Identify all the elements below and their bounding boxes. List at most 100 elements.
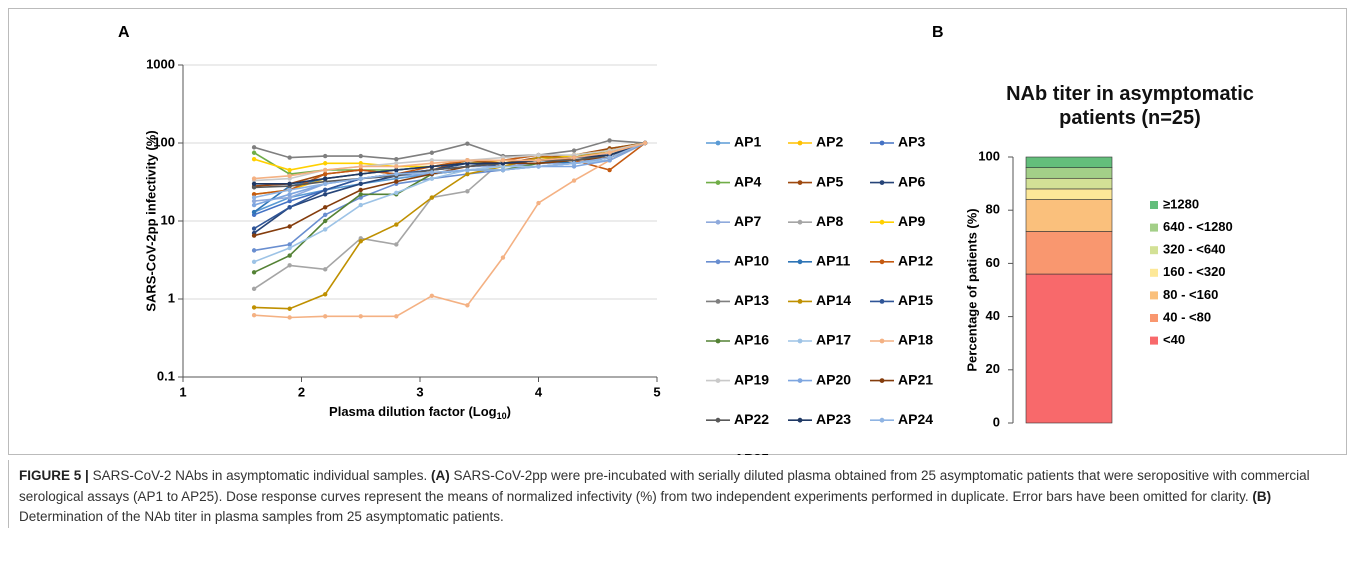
data-point: [251, 259, 257, 264]
legend-label: <40: [1163, 332, 1185, 347]
legend-label: AP23: [816, 411, 851, 427]
data-point: [571, 148, 577, 153]
bar-segment: [1025, 273, 1113, 424]
data-point: [323, 192, 328, 197]
legend-dot: [715, 140, 721, 146]
caption-a-label: (A): [430, 468, 450, 483]
data-point: [536, 164, 541, 169]
data-point: [358, 239, 363, 244]
bar-segment: [1025, 177, 1113, 190]
data-point: [358, 161, 363, 166]
data-point: [287, 306, 292, 311]
legend-label: AP1: [734, 134, 761, 150]
data-point: [323, 176, 328, 181]
data-point: [287, 315, 292, 320]
legend-swatch: [1150, 201, 1158, 209]
data-point: [465, 164, 470, 169]
data-point: [607, 155, 612, 160]
legend-label: AP9: [898, 213, 925, 229]
chart-title: NAb titer in asymptomatic patients (n=25…: [1006, 83, 1254, 129]
data-point: [429, 176, 435, 181]
legend-dot: [715, 338, 721, 344]
data-point: [251, 202, 257, 208]
legend-label: ≥1280: [1163, 196, 1199, 211]
data-point: [287, 167, 292, 173]
data-point: [465, 189, 470, 194]
data-point: [251, 150, 257, 155]
legend-label: AP12: [898, 253, 933, 269]
data-point: [323, 167, 328, 173]
caption-b-label: (B): [1252, 488, 1272, 504]
panel-label: A: [118, 24, 130, 41]
y-tick-label: 100: [153, 134, 175, 149]
legend-label: AP8: [816, 213, 843, 229]
legend-label: AP16: [734, 332, 769, 348]
data-point: [323, 292, 328, 297]
data-point: [251, 181, 257, 186]
data-point: [287, 155, 292, 160]
data-point: [251, 145, 257, 150]
x-tick-label: 5: [653, 384, 660, 399]
data-point: [251, 209, 257, 215]
caption: FIGURE 5 | SARS-CoV-2 NAbs in asymptomat…: [8, 460, 1341, 528]
legend-label: AP11: [816, 253, 850, 269]
y-tick-label: 80: [986, 202, 1000, 217]
data-point: [394, 161, 399, 166]
x-axis-label-sub: 10: [497, 411, 507, 421]
data-point: [465, 141, 470, 146]
legend-dot: [797, 378, 803, 383]
legend-dot: [715, 219, 721, 225]
data-point: [536, 152, 541, 158]
legend-label: AP5: [816, 173, 843, 189]
data-point: [251, 270, 257, 275]
y-tick-label: 1: [168, 290, 175, 305]
legend-dot: [879, 299, 885, 304]
data-point: [571, 161, 577, 166]
legend-dot: [797, 417, 803, 423]
legend-label: AP21: [898, 371, 933, 387]
legend-dot: [715, 299, 721, 304]
data-point: [251, 185, 257, 190]
data-point: [323, 181, 328, 186]
data-point: [465, 158, 470, 163]
x-axis-label-text: Plasma dilution factor (Log: [329, 404, 497, 419]
legend-dot: [715, 417, 721, 423]
bar-segment: [1025, 231, 1113, 275]
data-point: [287, 253, 292, 258]
x-tick-label: 3: [416, 384, 423, 399]
legend-label: AP7: [734, 213, 761, 229]
series-line: [254, 142, 646, 180]
data-point: [394, 156, 399, 162]
legend-label: 160 - <320: [1163, 264, 1226, 279]
data-point: [500, 158, 506, 163]
data-point: [323, 218, 328, 224]
legend-label: AP18: [898, 332, 933, 348]
data-point: [536, 200, 541, 206]
bar-segment: [1025, 188, 1113, 200]
bar-segment: [1025, 167, 1113, 179]
data-point: [642, 140, 648, 146]
data-point: [251, 226, 257, 231]
data-point: [394, 190, 399, 195]
legend-swatch: [1150, 314, 1158, 322]
data-point: [251, 248, 257, 253]
data-point: [287, 173, 292, 178]
data-point: [358, 195, 363, 200]
legend-dot: [797, 140, 803, 146]
legend-label: AP10: [734, 253, 769, 269]
x-tick-label: 4: [535, 384, 543, 399]
legend-dot: [879, 338, 885, 344]
series-line: [253, 139, 646, 161]
data-point: [571, 178, 577, 183]
data-point: [251, 198, 257, 204]
legend-label: AP13: [734, 292, 769, 308]
data-point: [358, 164, 363, 169]
data-point: [429, 150, 435, 155]
data-point: [429, 170, 435, 175]
legend-dot: [879, 140, 885, 146]
legend-swatch: [1150, 246, 1158, 255]
data-point: [358, 314, 363, 319]
data-point: [323, 205, 328, 210]
legend-label: AP2: [816, 134, 843, 150]
caption-intro: SARS-CoV-2 NAbs in asymptomatic individu…: [92, 468, 428, 483]
